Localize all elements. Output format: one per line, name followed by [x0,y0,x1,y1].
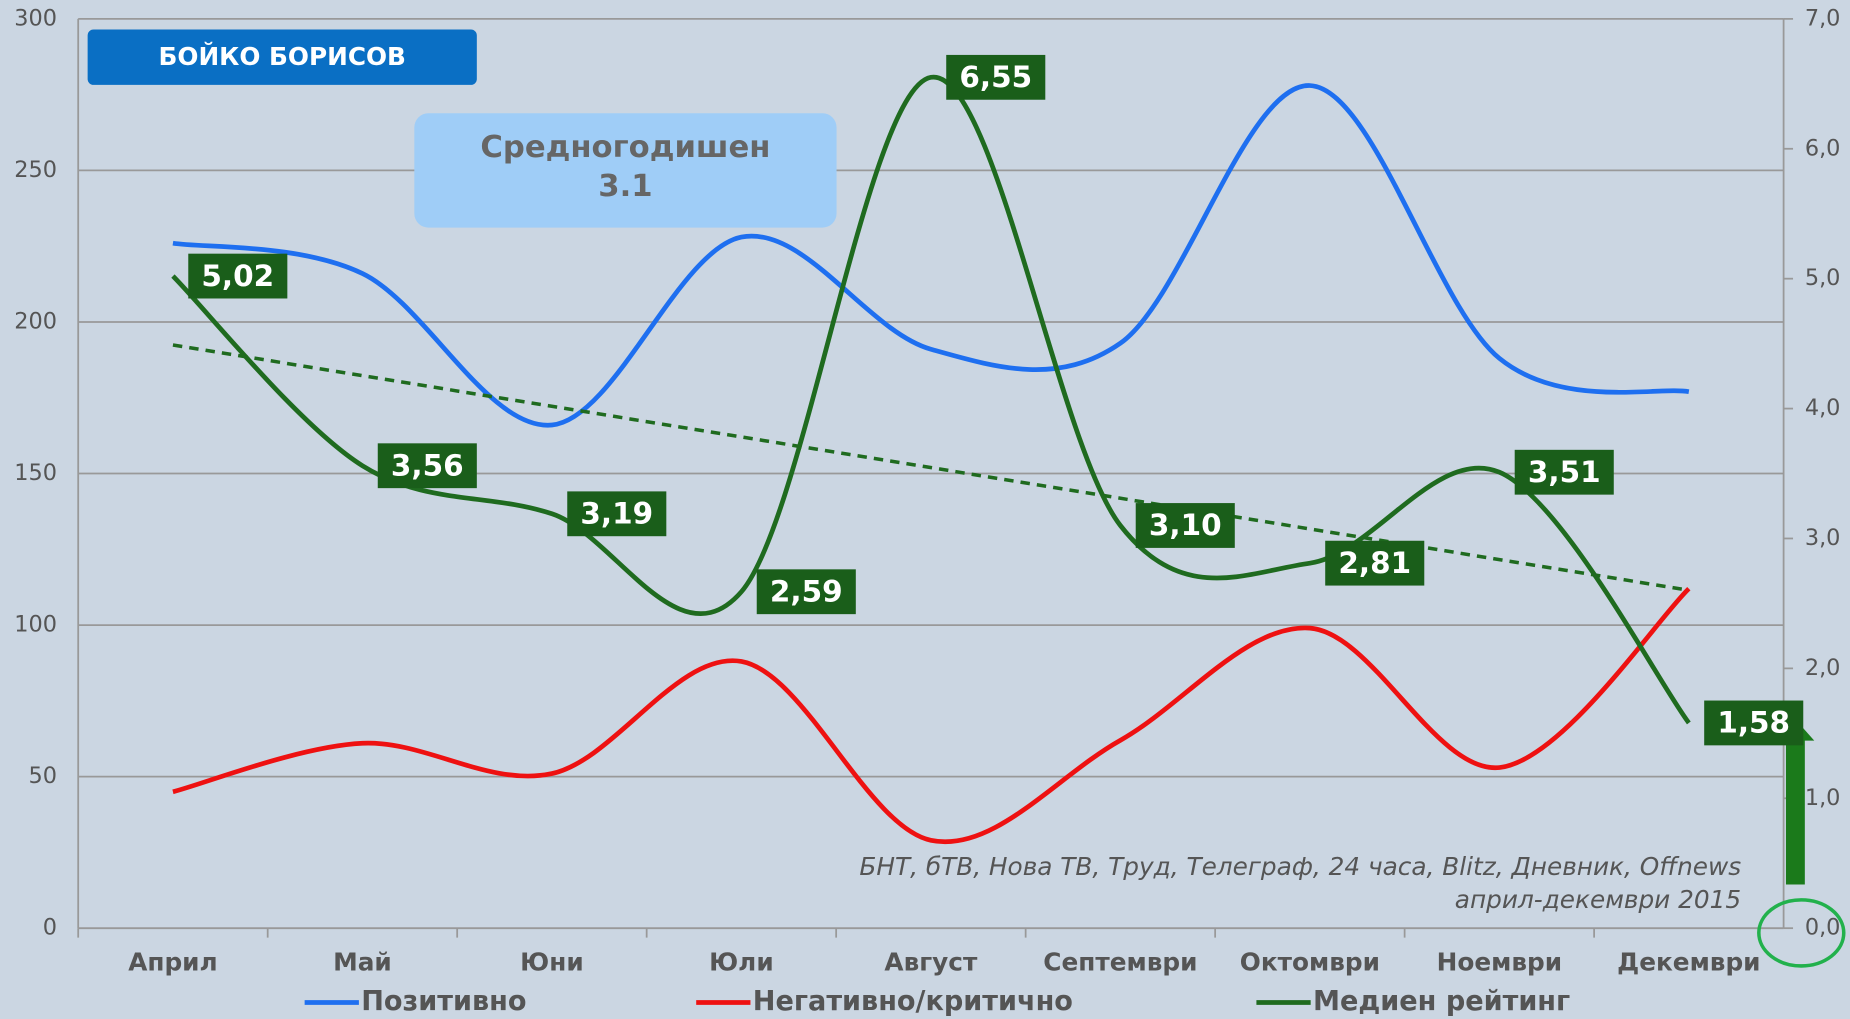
y2-tick-label: 2,0 [1805,655,1841,681]
data-label: 1,58 [1717,706,1790,740]
source: БНТ, бТВ, Нова ТВ, Труд, Телеграф, 24 ча… [859,852,1741,881]
x-tick-label: Май [333,948,392,977]
chart-title: БОЙКО БОРИСОВ [159,42,406,71]
legend-label: Медиен рейтинг [1313,986,1570,1017]
data-label-box [377,443,477,489]
y2-tick-label: 7,0 [1805,5,1841,31]
y2-tick-label: 6,0 [1805,135,1841,161]
data-label: 3,51 [1528,455,1601,489]
data-label: 6,55 [959,60,1032,94]
data-label: 2,59 [770,574,843,608]
x-tick-label: Юли [709,948,774,977]
y-tick-label: 150 [14,460,57,486]
data-label-box [1135,503,1235,548]
y2-tick-label: 5,0 [1805,265,1841,291]
x-tick-label: Септември [1043,948,1197,977]
title-box [87,29,477,85]
x-tick-label: Декември [1617,948,1760,977]
y-tick-label: 200 [14,308,57,334]
data-label-box [567,491,667,537]
trendline [172,343,1690,592]
data-label-box [1325,540,1425,586]
series-line [172,83,1690,428]
series-line [172,586,1691,845]
data-label: 5,02 [201,259,274,293]
arrow-icon [1776,719,1815,885]
y2-tick-label: 0,0 [1805,915,1841,941]
data-label-box [188,253,288,299]
data-label-box [1514,449,1614,495]
data-label: 2,81 [1338,546,1411,580]
y-tick-label: 250 [14,157,57,183]
lines [171,74,1691,845]
y-tick-label: 50 [28,763,56,789]
series-line [171,74,1691,725]
y-tick-label: 300 [14,5,57,31]
legend-label: Позитивно [361,986,526,1017]
annotation-value: 3.1 [598,169,652,204]
data-label: 3,19 [580,496,653,530]
y-tick-label: 100 [14,612,57,638]
highlight-circle [1757,898,1846,968]
x-tick-label: Април [128,948,217,977]
data-label-box [946,54,1046,100]
x-tick-label: Юни [520,948,584,977]
grid [77,17,1794,938]
annotation-title: Средногодишен [480,130,770,165]
data-label-box [1704,700,1804,746]
source: април-декември 2015 [1455,885,1741,914]
x-tick-label: Ноември [1437,948,1562,977]
y2-tick-label: 3,0 [1805,525,1841,551]
data-label: 3,56 [391,448,464,482]
x-tick-label: Октомври [1240,948,1380,977]
data-label-box [756,569,856,615]
y-tick-label: 0 [43,915,57,941]
y2-tick-label: 1,0 [1805,785,1841,811]
data-label: 3,10 [1149,508,1222,542]
annotation-box [414,113,837,228]
legend-label: Негативно/критично [753,986,1073,1017]
x-tick-label: Август [884,948,978,977]
y2-tick-label: 4,0 [1805,395,1841,421]
